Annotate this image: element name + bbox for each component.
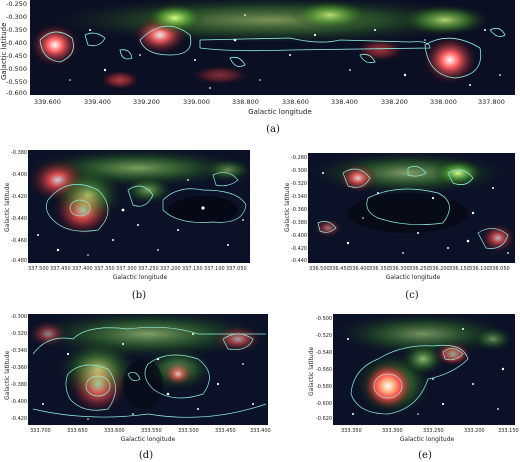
panel-d-ytick: -0.320 (11, 331, 28, 337)
panel-c-xtick: 336.250 (409, 266, 430, 272)
panel-c-image (308, 153, 515, 263)
panel-a-xtick: 338.200 (381, 98, 408, 106)
panel-b-xtick: 337.200 (160, 266, 181, 272)
panel-d-ytick: -0.300 (11, 314, 28, 320)
panel-b-ytick: -0.460 (11, 238, 28, 244)
panel-c-ytick: -0.440 (291, 258, 308, 264)
panel-a-ytick: -0.600 (6, 89, 27, 97)
panel-a-xtick: 339.000 (183, 98, 210, 106)
panel-c-xtick: 336.200 (429, 266, 450, 272)
panel-b-xtick: 337.400 (72, 266, 93, 272)
panel-a-ytick: -0.300 (6, 13, 27, 21)
panel-d-xtick: 333.650 (67, 428, 88, 434)
panel-d-caption: (d) (138, 450, 154, 461)
panel-a-ytick: -0.550 (6, 78, 27, 86)
panel-c-caption: (c) (405, 290, 419, 301)
panel-b-xtick: 337.450 (50, 266, 71, 272)
panel-e-ytick: -0.500 (316, 316, 333, 322)
panel-b-xtick: 337.150 (182, 266, 203, 272)
panel-c-ytick: -0.420 (291, 246, 308, 252)
panel-e-image (333, 314, 515, 425)
panel-c-ytick: -0.400 (291, 233, 308, 239)
panel-b-ylabel: Galactic latitude (4, 182, 11, 232)
panel-b-image (28, 150, 250, 263)
panel-e-ytick: -0.560 (316, 367, 333, 373)
panel-d-xtick: 333.450 (215, 428, 236, 434)
panel-c-xlabel: Galactic longitude (385, 274, 441, 281)
panel-b-ytick: -0.480 (11, 258, 28, 264)
panel-d-xlabel: Galactic longitude (120, 436, 176, 443)
panel-a-xtick: 337.800 (478, 98, 505, 106)
panel-b-ytick: -0.400 (11, 172, 28, 178)
panel-d-xtick: 333.700 (30, 428, 51, 434)
panel-b-xtick: 337.100 (204, 266, 225, 272)
panel-c-xtick: 336.350 (369, 266, 390, 272)
panel-e-xtick: 333.350 (341, 428, 362, 434)
panel-a-ytick: -0.500 (6, 65, 27, 73)
panel-b-ytick: -0.440 (11, 216, 28, 222)
panel-e-ytick: -0.520 (316, 333, 333, 339)
panel-a-xtick: 339.200 (133, 98, 160, 106)
panel-c-ytick: -0.380 (291, 220, 308, 226)
panel-d-ytick: -0.340 (11, 348, 28, 354)
panel-e-xtick: 333.250 (423, 428, 444, 434)
panel-a-image (30, 0, 515, 95)
panel-c-ytick: -0.340 (291, 194, 308, 200)
panel-a-ytick: -0.400 (6, 39, 27, 47)
panel-c-xtick: 336.450 (329, 266, 350, 272)
panel-e-ytick: -0.580 (316, 384, 333, 390)
panel-a-xlabel: Galactic longitude (248, 108, 312, 116)
panel-c-xtick: 336.300 (389, 266, 410, 272)
panel-d-xtick: 333.400 (250, 428, 271, 434)
panel-d-ytick: -0.400 (11, 399, 28, 405)
panel-c-ylabel: Galactic latitude (284, 182, 291, 232)
panel-c-ytick: -0.360 (291, 207, 308, 213)
panel-e-ytick: -0.540 (316, 350, 333, 356)
panel-b-ytick: -0.420 (11, 194, 28, 200)
panel-c-ytick: -0.280 (291, 155, 308, 161)
panel-c-xtick: 336.150 (449, 266, 470, 272)
panel-a-ytick: -0.350 (6, 26, 27, 34)
panel-e-ytick: -0.600 (316, 401, 333, 407)
panel-e-ylabel: Galactic latitude (308, 346, 315, 396)
panel-e-xtick: 333.300 (382, 428, 403, 434)
panel-c-ytick: -0.300 (291, 168, 308, 174)
panel-c-ytick: -0.320 (291, 181, 308, 187)
panel-a-xtick: 339.400 (84, 98, 111, 106)
panel-a-ytick: -0.450 (6, 52, 27, 60)
panel-b-caption: (b) (131, 290, 147, 301)
panel-a-ylabel: Galactic latitude (0, 22, 8, 80)
panel-d-image (28, 314, 268, 425)
panel-d-xtick: 333.500 (178, 428, 199, 434)
panel-c-xtick: 336.050 (489, 266, 510, 272)
panel-a-ytick: -0.250 (6, 0, 27, 8)
panel-a-xtick: 338.600 (282, 98, 309, 106)
panel-e-ytick: -0.620 (316, 416, 333, 422)
panel-d-ytick: -0.380 (11, 382, 28, 388)
panel-b-xtick: 337.350 (94, 266, 115, 272)
panel-d-xtick: 333.550 (141, 428, 162, 434)
panel-b-xtick: 337.500 (28, 266, 49, 272)
panel-e-xlabel: Galactic longitude (399, 436, 455, 443)
panel-b-xtick: 337.250 (138, 266, 159, 272)
panel-e-xtick: 333.200 (464, 428, 485, 434)
panel-a-xtick: 338.800 (232, 98, 259, 106)
panel-a-xtick: 338.400 (331, 98, 358, 106)
panel-a-xtick: 338.000 (430, 98, 457, 106)
panel-c-xtick: 336.100 (469, 266, 490, 272)
panel-e-caption: (e) (418, 450, 432, 461)
panel-b-xtick: 337.050 (226, 266, 247, 272)
panel-d-ytick: -0.360 (11, 365, 28, 371)
panel-a-xtick: 339.600 (34, 98, 61, 106)
panel-b-xtick: 337.300 (116, 266, 137, 272)
panel-d-ytick: -0.420 (11, 416, 28, 422)
panel-d-xtick: 333.600 (104, 428, 125, 434)
panel-a-caption: (a) (266, 124, 280, 135)
panel-c-xtick: 336.500 (309, 266, 330, 272)
panel-d-ylabel: Galactic latitude (4, 350, 11, 400)
panel-c-xtick: 336.400 (349, 266, 370, 272)
panel-b-xlabel: Galactic longitude (112, 274, 168, 281)
panel-e-xtick: 333.150 (498, 428, 519, 434)
panel-b-ytick: -0.380 (11, 150, 28, 156)
